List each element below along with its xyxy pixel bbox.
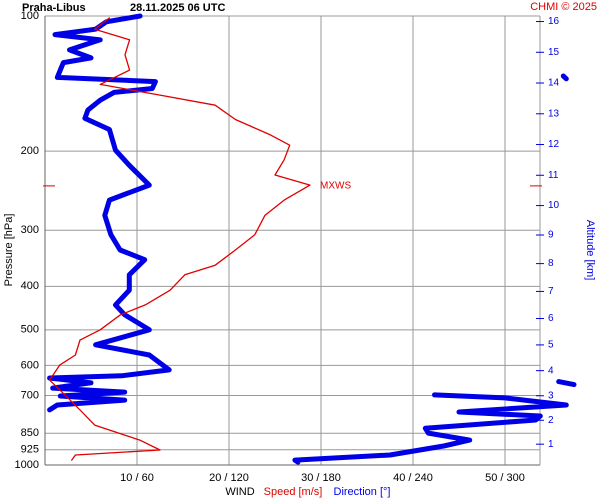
y2-tick-label: 13 <box>548 108 560 119</box>
y2-axis-label: Altitude [km] <box>584 220 596 281</box>
y-tick-label: 700 <box>21 389 39 401</box>
y-tick-label: 925 <box>21 444 39 456</box>
y-tick-label: 600 <box>21 359 39 371</box>
y-tick-label: 400 <box>21 280 39 292</box>
y2-tick-label: 6 <box>548 313 554 324</box>
y2-tick-label: 4 <box>548 365 554 376</box>
y2-tick-label: 1 <box>548 439 554 450</box>
y2-tick-label: 5 <box>548 340 554 351</box>
y2-tick-label: 9 <box>548 230 554 241</box>
y2-tick-label: 8 <box>548 258 554 269</box>
annotation-label: MXWS <box>320 181 351 192</box>
direction-line <box>47 13 577 465</box>
x-tick-label: 50 / 300 <box>485 472 525 484</box>
speed-line <box>48 17 311 461</box>
y2-tick-label: 7 <box>548 286 554 297</box>
y2-tick-label: 10 <box>548 200 560 211</box>
x-tick-label: 10 / 60 <box>120 472 154 484</box>
y2-tick-label: 12 <box>548 139 560 150</box>
y-tick-label: 850 <box>21 427 39 439</box>
y-tick-label: 200 <box>21 145 39 157</box>
x-axis-label: WIND <box>225 486 254 498</box>
y2-tick-label: 16 <box>548 16 560 27</box>
y-tick-label: 100 <box>21 10 39 22</box>
credit: CHMI © 2025 <box>530 1 597 13</box>
x-tick-label: 30 / 180 <box>301 472 341 484</box>
y2-tick-label: 3 <box>548 390 554 401</box>
chart-title: Praha-Libus <box>22 2 86 14</box>
x-tick-label: 40 / 240 <box>393 472 433 484</box>
chart-subtitle: 28.11.2025 06 UTC <box>130 2 225 14</box>
x-tick-label: 20 / 120 <box>209 472 249 484</box>
y-tick-label: 1000 <box>15 459 39 471</box>
y-tick-label: 500 <box>21 324 39 336</box>
y2-tick-label: 11 <box>548 170 559 181</box>
y-tick-label: 300 <box>21 224 39 236</box>
legend-label: Direction [°] <box>334 486 391 498</box>
y2-tick-label: 14 <box>548 78 560 89</box>
y2-tick-label: 2 <box>548 415 554 426</box>
y2-tick-label: 15 <box>548 47 560 58</box>
y-axis-label: Pressure [hPa] <box>3 214 15 287</box>
legend-label: Speed [m/s] <box>264 486 323 498</box>
